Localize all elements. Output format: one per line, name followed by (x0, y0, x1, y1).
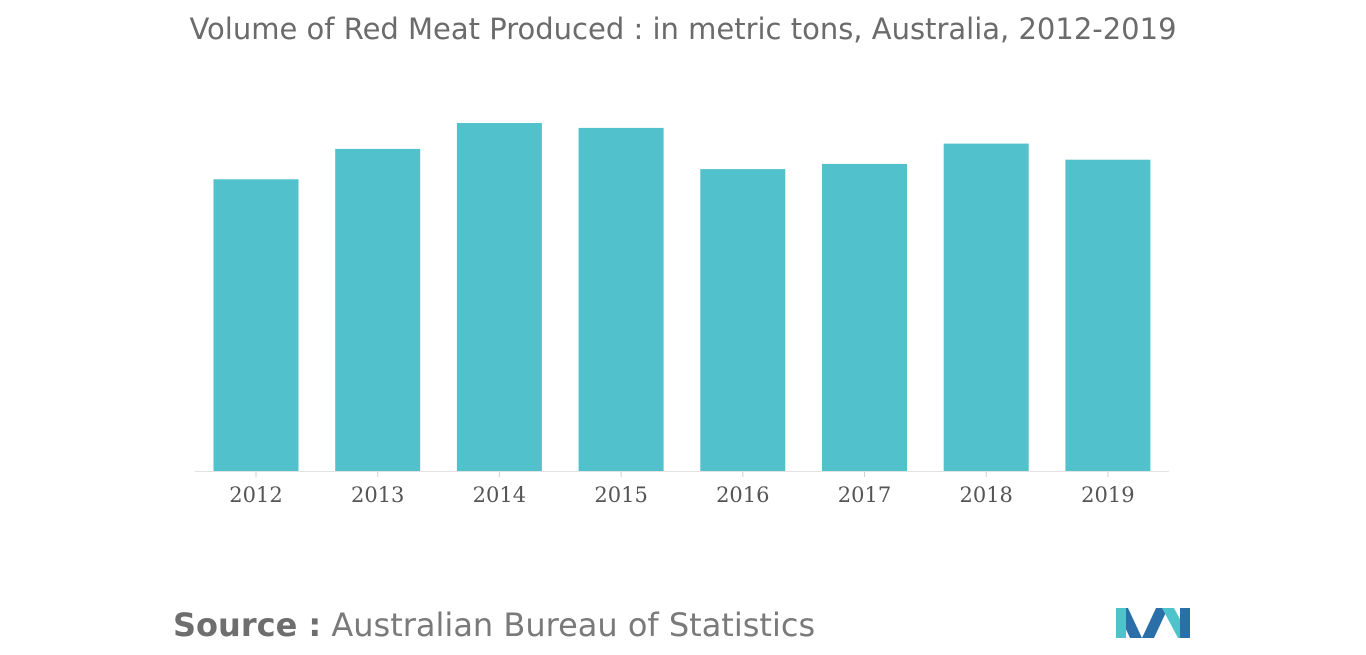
bar-2012 (213, 179, 299, 472)
x-tick-label-2013: 2013 (351, 483, 404, 507)
bar-chart: 2012 2013 2014 2015 2016 2017 2018 2019 (195, 123, 1169, 507)
bar-2014 (456, 123, 542, 471)
x-tick-label-2015: 2015 (594, 483, 647, 507)
x-tick-label-2016: 2016 (716, 483, 769, 507)
source-note: Source : Australian Bureau of Statistics (173, 606, 815, 644)
chart-title: Volume of Red Meat Produced : in metric … (189, 12, 1177, 46)
bar-2013 (335, 148, 421, 471)
source-text: Australian Bureau of Statistics (331, 606, 816, 644)
bar-2015 (578, 127, 664, 472)
bar-2016 (700, 169, 786, 471)
x-tick-label-2017: 2017 (838, 483, 891, 507)
logo-middle (1142, 608, 1168, 638)
logo-right-post (1180, 608, 1190, 638)
brand-logo-icon (1116, 608, 1190, 638)
source-label: Source : (173, 606, 322, 644)
x-tick-label-2014: 2014 (473, 483, 526, 507)
x-tick-label-2019: 2019 (1081, 483, 1134, 507)
bar-2019 (1065, 159, 1151, 471)
x-tick-label-2012: 2012 (229, 483, 282, 507)
logo-left-post (1116, 608, 1126, 638)
bar-2017 (822, 163, 907, 471)
bar-2018 (943, 143, 1029, 471)
x-tick-label-2018: 2018 (959, 483, 1012, 507)
